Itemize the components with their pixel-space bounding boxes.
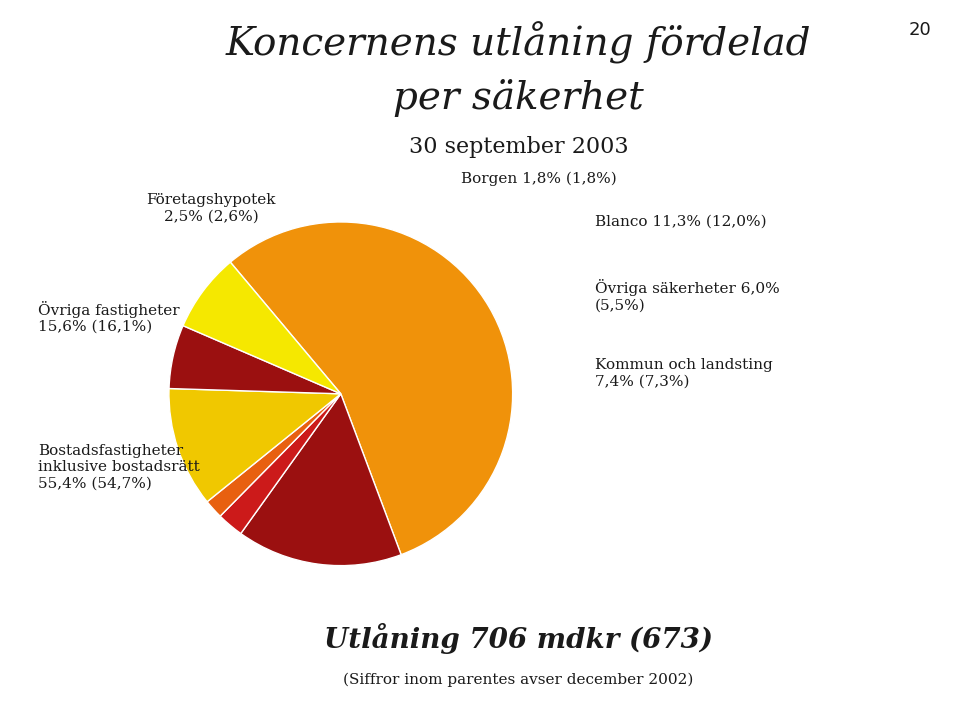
Wedge shape: [169, 389, 341, 502]
Wedge shape: [183, 262, 341, 394]
Wedge shape: [207, 394, 341, 516]
Text: 20: 20: [908, 21, 931, 39]
Text: Företagshypotek
2,5% (2,6%): Företagshypotek 2,5% (2,6%): [147, 193, 276, 223]
Text: Kommun och landsting
7,4% (7,3%): Kommun och landsting 7,4% (7,3%): [595, 358, 773, 388]
Text: Övriga fastigheter
15,6% (16,1%): Övriga fastigheter 15,6% (16,1%): [38, 301, 180, 334]
Text: Utlåning 706 mdkr (673): Utlåning 706 mdkr (673): [324, 623, 713, 654]
Text: 30 september 2003: 30 september 2003: [409, 136, 628, 158]
Text: Koncernens utlåning fördelad: Koncernens utlåning fördelad: [226, 21, 811, 64]
Text: Borgen 1,8% (1,8%): Borgen 1,8% (1,8%): [461, 172, 616, 186]
Text: per säkerhet: per säkerhet: [393, 79, 644, 117]
Wedge shape: [169, 326, 341, 394]
Text: (Siffror inom parentes avser december 2002): (Siffror inom parentes avser december 20…: [344, 673, 693, 687]
Text: Bostadsfastigheter
inklusive bostadsrätt
55,4% (54,7%): Bostadsfastigheter inklusive bostadsrätt…: [38, 444, 200, 490]
Wedge shape: [230, 222, 513, 555]
Wedge shape: [241, 394, 401, 566]
Text: Övriga säkerheter 6,0%
(5,5%): Övriga säkerheter 6,0% (5,5%): [595, 279, 780, 312]
Wedge shape: [220, 394, 341, 533]
Text: Blanco 11,3% (12,0%): Blanco 11,3% (12,0%): [595, 215, 767, 229]
